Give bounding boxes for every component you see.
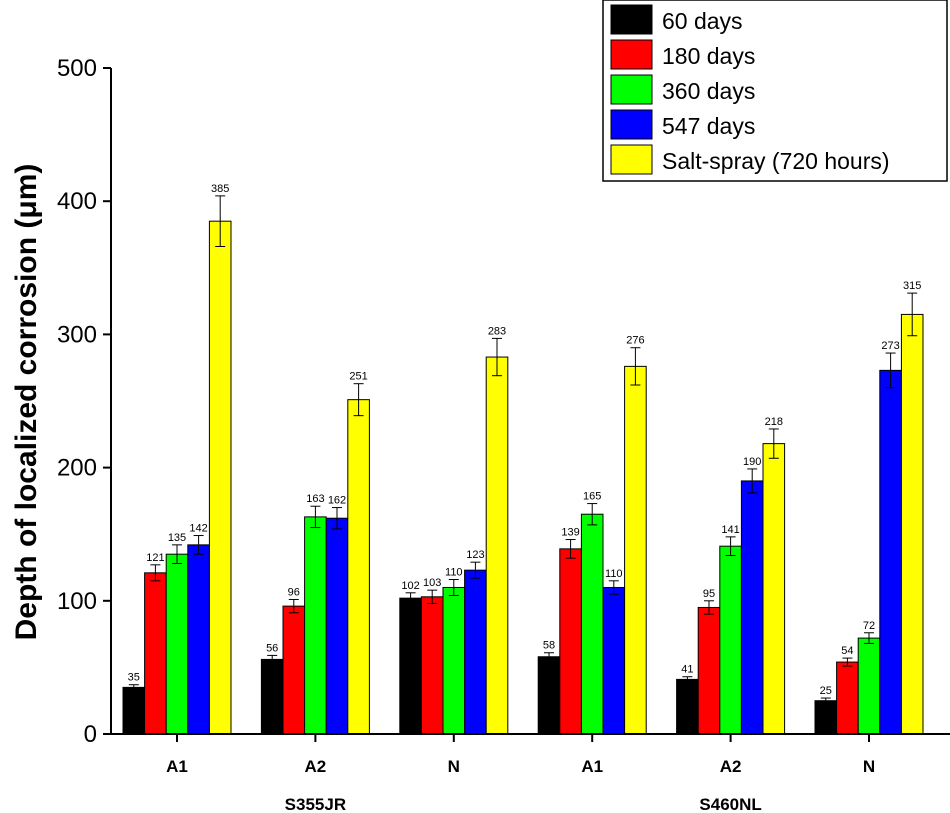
bar bbox=[900, 313, 924, 735]
bar bbox=[485, 356, 509, 735]
data-label: 251 bbox=[349, 371, 367, 383]
x-tick-label: N bbox=[448, 757, 460, 776]
legend-label: Salt-spray (720 hours) bbox=[662, 148, 890, 174]
legend-swatch bbox=[610, 39, 653, 70]
x-tick-label: A2 bbox=[305, 757, 327, 776]
y-tick-label: 500 bbox=[57, 55, 97, 82]
data-label: 385 bbox=[211, 183, 229, 195]
bar bbox=[697, 606, 721, 735]
x-tick-label: A1 bbox=[581, 757, 603, 776]
bar bbox=[857, 637, 881, 735]
data-label: 41 bbox=[681, 664, 693, 676]
bar bbox=[282, 605, 306, 735]
group-label: S460NL bbox=[699, 795, 761, 813]
data-label: 58 bbox=[543, 640, 555, 652]
y-ticks: 0 100 200 300 400 500 bbox=[57, 55, 111, 748]
data-label: 162 bbox=[328, 495, 346, 507]
bar bbox=[187, 544, 210, 735]
legend: 60 days 180 days 360 days 547 days Salt-spra… bbox=[602, 0, 948, 182]
x-tick-label: N bbox=[863, 757, 875, 776]
data-label: 190 bbox=[743, 456, 761, 468]
y-tick-label: 400 bbox=[57, 188, 97, 215]
data-label: 95 bbox=[703, 588, 715, 600]
data-label: 123 bbox=[466, 549, 484, 561]
bar bbox=[420, 596, 444, 735]
y-tick-label: 300 bbox=[57, 321, 97, 348]
data-label: 103 bbox=[423, 577, 441, 589]
legend-swatch bbox=[610, 109, 653, 140]
data-label: 165 bbox=[583, 491, 601, 503]
bar bbox=[879, 369, 902, 735]
bar bbox=[836, 661, 859, 735]
legend-label: 60 days bbox=[662, 8, 743, 34]
data-label: 72 bbox=[863, 620, 875, 632]
legend-swatch bbox=[610, 74, 653, 105]
data-label: 56 bbox=[266, 642, 278, 654]
bar bbox=[325, 517, 349, 735]
data-label: 276 bbox=[626, 335, 644, 347]
data-label: 110 bbox=[605, 568, 623, 580]
data-label: 315 bbox=[903, 280, 921, 292]
bar bbox=[602, 586, 626, 735]
legend-label: 360 days bbox=[662, 78, 755, 104]
data-label: 273 bbox=[881, 340, 899, 352]
bar bbox=[719, 545, 742, 735]
y-tick-label: 200 bbox=[57, 455, 97, 482]
y-tick-label: 0 bbox=[84, 721, 97, 748]
data-label: 163 bbox=[306, 493, 324, 505]
y-axis-title: Depth of localized corrosion (μm) bbox=[10, 164, 43, 641]
bar bbox=[260, 658, 284, 735]
data-label: 135 bbox=[168, 532, 186, 544]
bar bbox=[122, 686, 146, 735]
legend-swatch bbox=[610, 4, 653, 35]
data-label: 35 bbox=[128, 672, 140, 684]
bar bbox=[399, 597, 422, 735]
bar bbox=[624, 365, 647, 735]
bar bbox=[580, 513, 604, 735]
bar bbox=[559, 548, 582, 735]
bar bbox=[208, 220, 232, 735]
bar bbox=[442, 586, 466, 735]
bar bbox=[762, 443, 786, 735]
x-tick-label: A1 bbox=[166, 757, 188, 776]
data-label: 283 bbox=[488, 325, 506, 337]
data-label: 110 bbox=[445, 566, 463, 578]
bar bbox=[347, 399, 370, 735]
bar bbox=[165, 553, 189, 735]
legend-label: 547 days bbox=[662, 113, 755, 139]
data-label: 218 bbox=[765, 416, 783, 428]
data-label: 141 bbox=[721, 524, 739, 536]
bar bbox=[537, 656, 561, 735]
bars-layer bbox=[122, 220, 924, 735]
data-label: 102 bbox=[401, 580, 419, 592]
bar bbox=[814, 700, 838, 735]
data-label: 142 bbox=[189, 523, 207, 535]
legend-swatch bbox=[610, 144, 653, 175]
data-label: 54 bbox=[841, 645, 853, 657]
data-label: 121 bbox=[146, 552, 164, 564]
bar bbox=[464, 569, 487, 735]
data-label: 25 bbox=[820, 685, 832, 697]
y-tick-label: 100 bbox=[57, 588, 97, 615]
error-bars-layer bbox=[128, 195, 918, 704]
legend-label: 180 days bbox=[662, 43, 755, 69]
group-labels: S355JR S460NL bbox=[285, 795, 762, 813]
data-labels-layer: 35 56 102 58 41 25 121 96 103 139 95 54 135 163 110 165… bbox=[128, 183, 922, 697]
bar bbox=[676, 678, 699, 735]
group-label: S355JR bbox=[285, 795, 346, 813]
legend-frame bbox=[602, 0, 948, 182]
bar bbox=[144, 572, 167, 735]
x-tick-label: A2 bbox=[720, 757, 742, 776]
bar bbox=[740, 480, 764, 735]
data-label: 96 bbox=[288, 586, 300, 598]
bar bbox=[304, 516, 327, 735]
x-ticks: A1 A2 N A1 A2 N bbox=[166, 734, 875, 776]
data-label: 139 bbox=[561, 527, 579, 539]
